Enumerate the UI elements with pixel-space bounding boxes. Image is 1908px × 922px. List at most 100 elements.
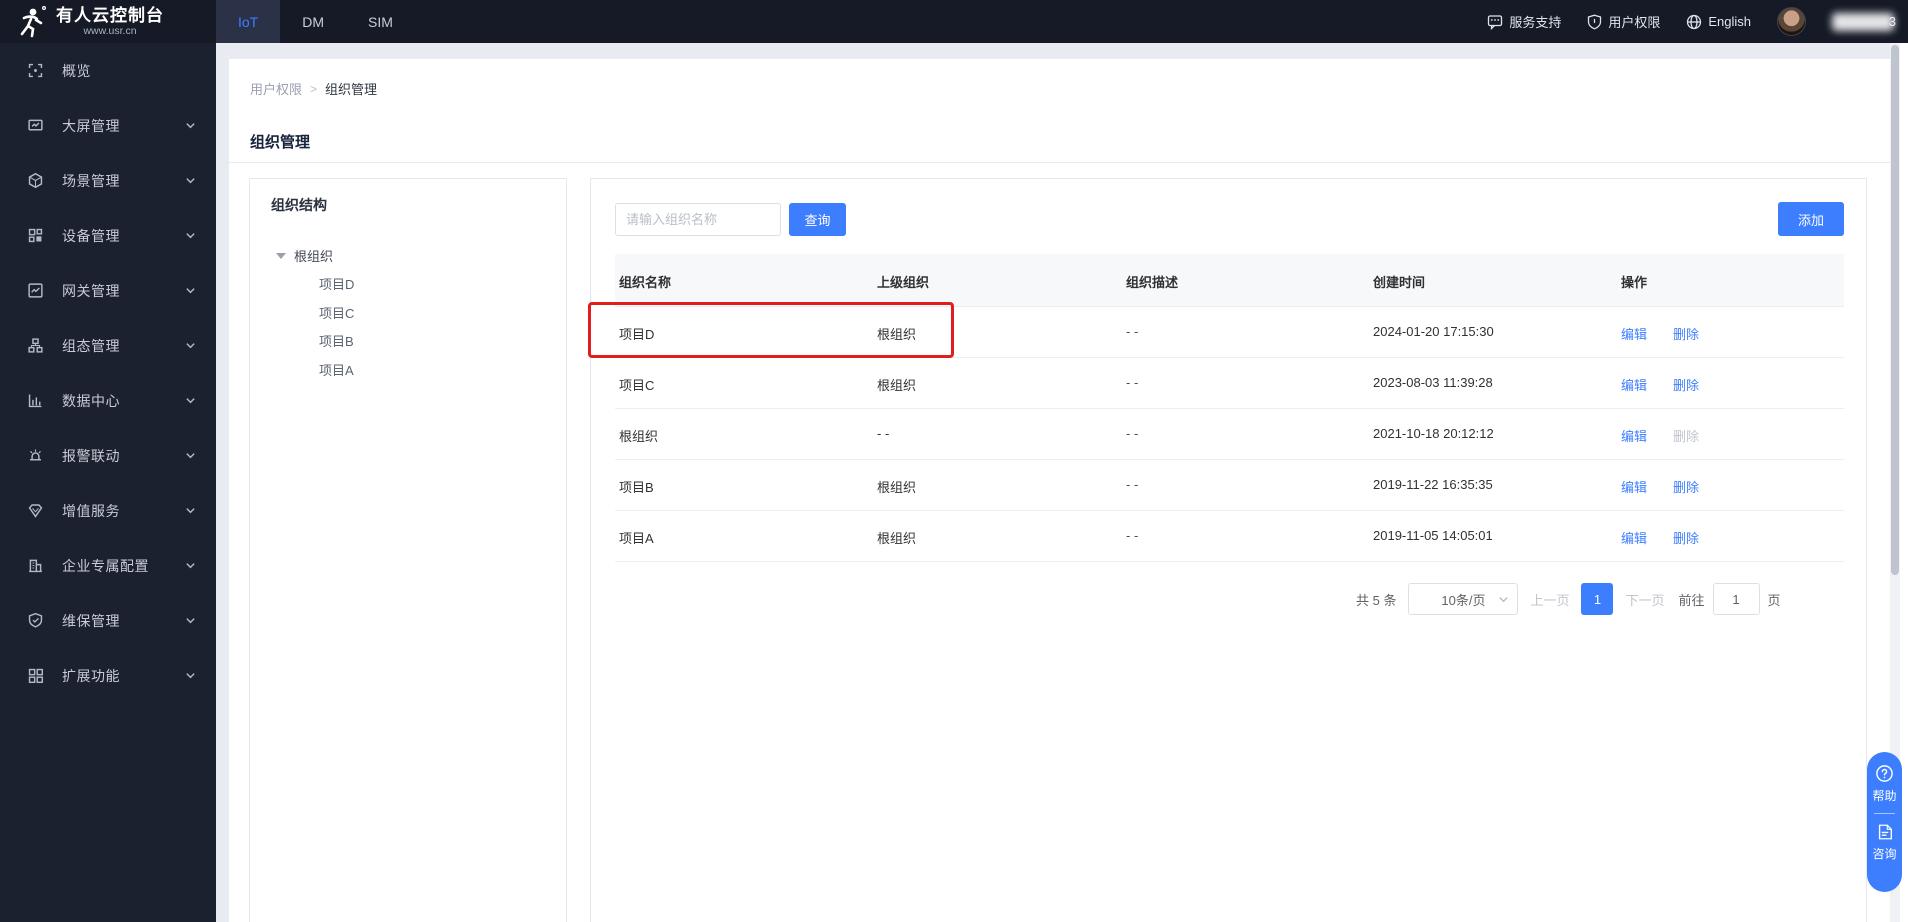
sidebar-nav: 概览 大屏管理 场景管理 设备管理 网关管理 组态管理 (0, 43, 216, 922)
sidebar-item-label: 概览 (62, 62, 91, 79)
goto-page-input[interactable] (1712, 583, 1760, 615)
sidebar-item-scene[interactable]: 场景管理 (0, 153, 216, 208)
tab-sim[interactable]: SIM (368, 13, 393, 30)
title-divider (229, 162, 1890, 163)
query-button[interactable]: 查询 (789, 203, 846, 236)
edit-link[interactable]: 编辑 (1621, 327, 1648, 342)
service-support[interactable]: 服务支持 (1487, 12, 1561, 31)
org-structure-title: 组织结构 (271, 197, 327, 213)
username-blur-overlay (1832, 12, 1894, 31)
prev-page-button[interactable]: 上一页 (1530, 592, 1570, 608)
username-visible-suffix: 3 (1888, 13, 1896, 29)
delete-link[interactable]: 删除 (1673, 327, 1700, 342)
sidebar-item-label: 企业专属配置 (62, 557, 149, 574)
edit-link[interactable]: 编辑 (1621, 429, 1648, 444)
next-page-button[interactable]: 下一页 (1625, 592, 1665, 608)
sidebar-item-label: 增值服务 (62, 502, 120, 519)
column-header-desc: 组织描述 (1126, 275, 1179, 290)
scene-icon (28, 172, 43, 189)
sidebar-item-value-added[interactable]: 增值服务 (0, 483, 216, 538)
tree-root-label: 根组织 (294, 249, 334, 264)
chevron-down-icon (186, 563, 195, 569)
data-center-icon (28, 394, 42, 408)
edit-link[interactable]: 编辑 (1621, 480, 1648, 495)
pill-divider (1874, 813, 1895, 814)
help-label[interactable]: 帮助 (1872, 789, 1897, 803)
chevron-down-icon (186, 178, 195, 184)
sidebar-item-label: 维保管理 (62, 612, 120, 629)
column-header-created: 创建时间 (1373, 275, 1426, 290)
chevron-down-icon (186, 123, 195, 129)
tree-node-root[interactable]: 根组织 (276, 246, 333, 265)
sidebar-version-row: V2.4.5 (0, 916, 216, 922)
breadcrumb-current: 组织管理 (325, 82, 378, 97)
table-row: 根组织 - - - - 2021-10-18 20:12:12 编辑 删除 (615, 409, 1844, 460)
chevron-down-icon (186, 288, 195, 294)
language-switcher[interactable]: English (1686, 14, 1751, 30)
overview-icon (28, 63, 43, 78)
caret-down-icon[interactable] (276, 252, 286, 260)
sidebar-item-alarm[interactable]: 报警联动 (0, 428, 216, 483)
device-icon (28, 228, 43, 243)
sidebar-item-device[interactable]: 设备管理 (0, 208, 216, 263)
enterprise-icon (29, 559, 42, 573)
tree-node-project-b[interactable]: 项目B (319, 334, 354, 349)
cell-parent-org: 根组织 (877, 531, 917, 546)
delete-link[interactable]: 删除 (1673, 480, 1700, 495)
tab-dm[interactable]: DM (302, 13, 325, 30)
bigscreen-icon (28, 119, 43, 131)
user-permissions[interactable]: 用户权限 (1587, 12, 1660, 31)
value-added-icon (28, 504, 43, 518)
gateway-icon (28, 283, 43, 298)
consult-document-icon[interactable] (1876, 823, 1894, 841)
sidebar-item-data-center[interactable]: 数据中心 (0, 373, 216, 428)
logo[interactable]: 有人云控制台 www.usr.cn (0, 5, 216, 39)
sidebar-item-overview[interactable]: 概览 (0, 43, 216, 98)
sidebar-item-extension[interactable]: 扩展功能 (0, 648, 216, 703)
delete-link[interactable]: 删除 (1673, 378, 1700, 393)
alarm-icon (29, 449, 42, 461)
cell-parent-org: 根组织 (877, 480, 917, 495)
tree-node-project-c[interactable]: 项目C (319, 306, 355, 321)
page-title: 组织管理 (250, 134, 311, 151)
topbar: 有人云控制台 www.usr.cn IoT DM SIM 服务支持 用户权限 E… (0, 0, 1908, 43)
add-button[interactable]: 添加 (1778, 202, 1844, 236)
cell-org-desc: - - (1126, 477, 1139, 492)
extension-grid-icon (28, 668, 44, 684)
topbar-right: 服务支持 用户权限 English 3 (1487, 0, 1896, 43)
delete-link[interactable]: 删除 (1673, 531, 1700, 546)
vertical-scrollbar (1890, 43, 1900, 922)
consult-label[interactable]: 咨询 (1872, 847, 1897, 861)
edit-link[interactable]: 编辑 (1621, 378, 1648, 393)
sidebar-item-bigscreen[interactable]: 大屏管理 (0, 98, 216, 153)
sidebar-item-label: 扩展功能 (62, 667, 120, 684)
product-tabs: IoT DM SIM (216, 0, 415, 43)
tree-node-project-d[interactable]: 项目D (319, 277, 355, 292)
breadcrumb-parent[interactable]: 用户权限 (250, 82, 303, 97)
chevron-down-icon (186, 508, 195, 514)
help-question-icon[interactable] (1875, 764, 1894, 783)
column-header-parent: 上级组织 (877, 275, 930, 290)
username-redacted[interactable]: 3 (1832, 12, 1896, 31)
avatar[interactable] (1777, 7, 1806, 36)
cell-org-desc: - - (1126, 426, 1139, 441)
pagination: 共 5 条 10条/页 上一页 1 下一页 前往 页 (1356, 583, 1781, 615)
edit-link[interactable]: 编辑 (1621, 531, 1648, 546)
search-input[interactable] (615, 203, 781, 236)
tree-node-project-a[interactable]: 项目A (319, 363, 354, 378)
sidebar-item-gateway[interactable]: 网关管理 (0, 263, 216, 318)
sidebar-item-enterprise[interactable]: 企业专属配置 (0, 538, 216, 593)
language-label: English (1708, 14, 1751, 29)
page-size-select[interactable]: 10条/页 (1408, 583, 1519, 615)
page-number-1[interactable]: 1 (1581, 583, 1614, 615)
scrollbar-thumb[interactable] (1891, 45, 1899, 575)
sidebar-item-maintenance[interactable]: 维保管理 (0, 593, 216, 648)
tab-iot[interactable]: IoT (216, 0, 281, 43)
pagination-total: 共 5 条 (1356, 592, 1397, 608)
sidebar-item-configuration[interactable]: 组态管理 (0, 318, 216, 373)
logo-subtitle: www.usr.cn (83, 25, 137, 37)
chevron-down-icon (186, 618, 195, 624)
top-gutter (229, 43, 1890, 59)
cell-org-name: 项目B (619, 480, 654, 495)
